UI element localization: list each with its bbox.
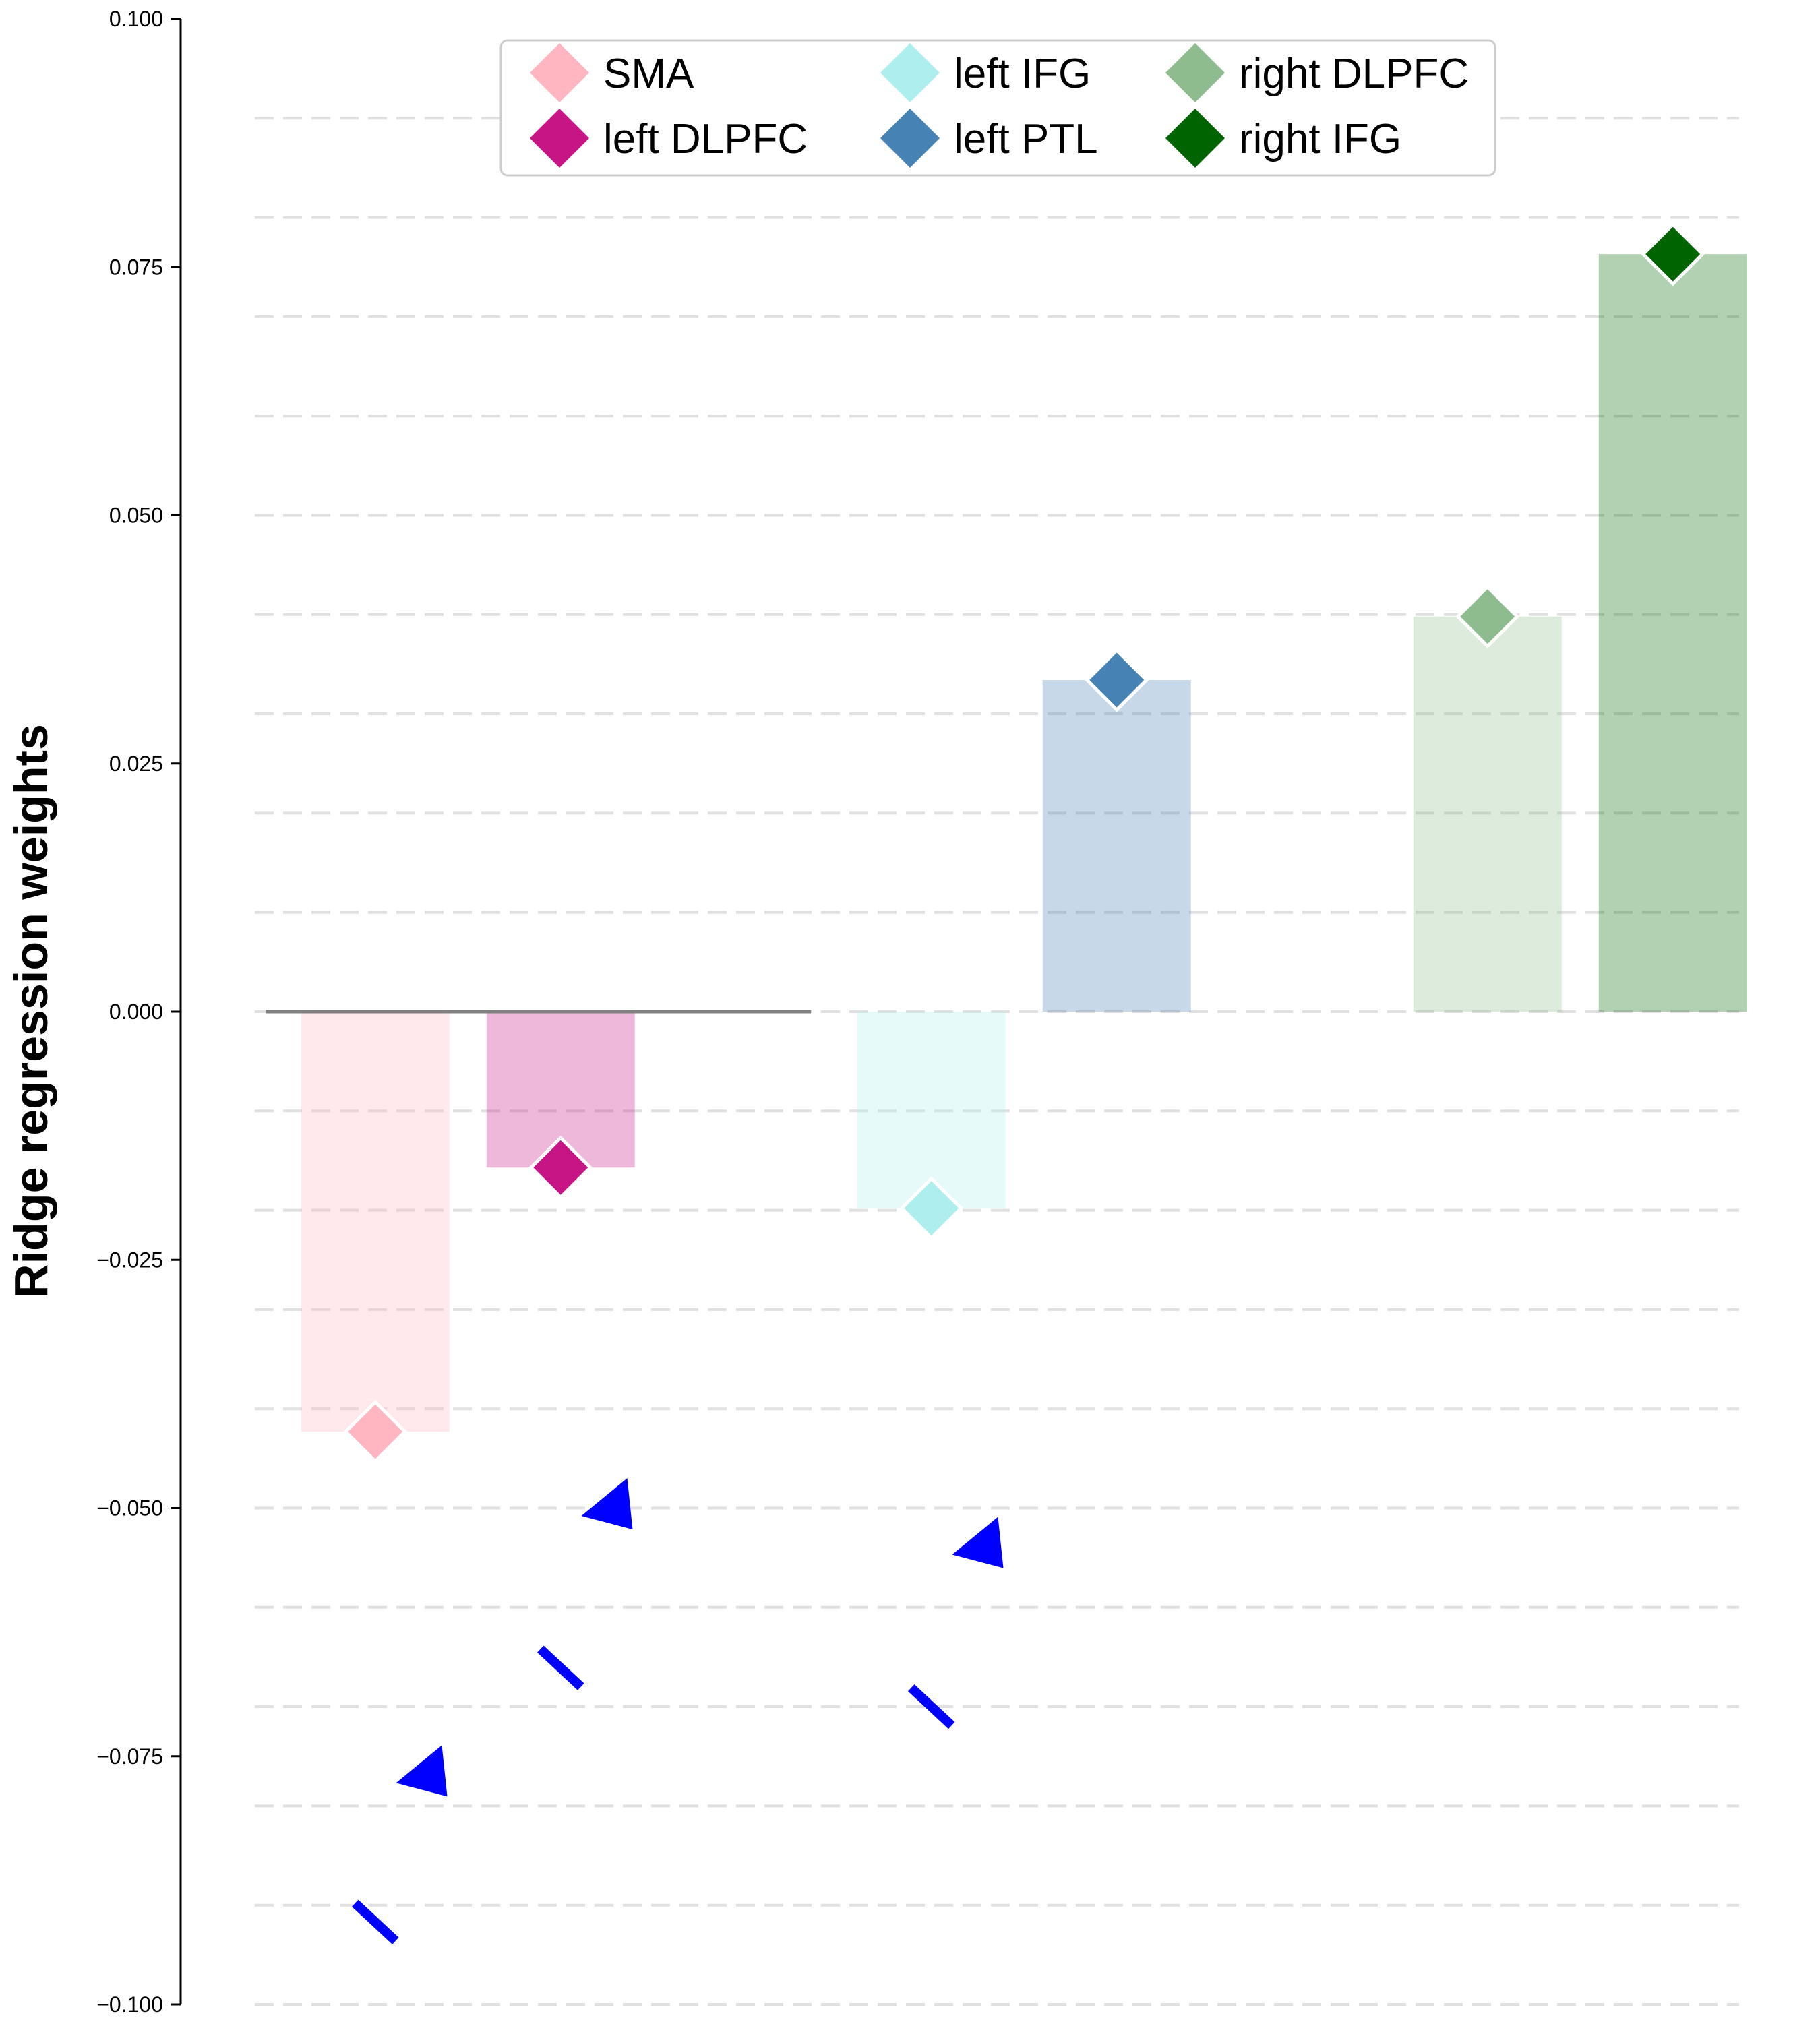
y-tick-label: 0.050 xyxy=(109,503,163,528)
diamond-marker-sma xyxy=(343,1399,408,1464)
legend-label: right DLPFC xyxy=(1239,51,1469,97)
diamond-marker-right-dlpfc xyxy=(1455,584,1520,649)
legend-swatch xyxy=(530,43,589,102)
diamond-marker-left-dlpfc xyxy=(528,1135,593,1200)
legend-label: left DLPFC xyxy=(603,116,808,162)
bar-right-dlpfc xyxy=(1413,616,1562,1012)
triangle-marker xyxy=(581,1478,633,1530)
diamond-marker-left-ptl xyxy=(1085,648,1149,712)
legend-swatch xyxy=(880,43,940,102)
diamond-marker-right-ifg xyxy=(1641,222,1705,286)
bars xyxy=(301,254,1747,1432)
y-tick-label: 0.075 xyxy=(109,255,163,279)
y-tick-label: 0.100 xyxy=(109,7,163,31)
legend-label: right IFG xyxy=(1239,116,1401,162)
legend-box xyxy=(499,39,1496,177)
legend-label: left PTL xyxy=(954,116,1098,162)
y-tick-label: −0.025 xyxy=(96,1248,163,1272)
y-axis: 0.100 0.075 0.050 0.025 0.000 −0.025 −0.050 −0.… xyxy=(96,7,182,2017)
y-tick-label: −0.050 xyxy=(96,1496,163,1521)
dash-marker xyxy=(351,1899,399,1944)
bar-left-ifg xyxy=(857,1012,1006,1208)
legend: SMA left IFG right DLPFC left DLPFC left PTL… xyxy=(499,39,1496,177)
triangle-marker xyxy=(396,1745,448,1797)
dash-marker xyxy=(537,1645,584,1690)
y-tick-label: −0.100 xyxy=(96,1992,163,2017)
bar-sma xyxy=(301,1012,450,1432)
y-tick-label: 0.025 xyxy=(109,752,163,776)
legend-swatch xyxy=(880,109,940,168)
dash-marker xyxy=(907,1684,955,1729)
bar-right-ifg xyxy=(1598,254,1747,1012)
legend-swatch xyxy=(530,109,589,168)
diamond-marker-left-ifg xyxy=(899,1176,964,1241)
legend-label: SMA xyxy=(603,51,694,97)
gridlines xyxy=(255,117,1739,2006)
legend-swatch xyxy=(1165,109,1225,168)
legend-swatch xyxy=(1165,43,1225,102)
bar-left-ptl xyxy=(1042,680,1191,1012)
y-tick-label: −0.075 xyxy=(96,1744,163,1769)
markers xyxy=(343,222,1705,1944)
triangle-marker xyxy=(952,1516,1004,1568)
y-axis-title: Ridge regression weights xyxy=(5,724,57,1298)
y-tick-label: 0.000 xyxy=(109,1000,163,1024)
legend-label: left IFG xyxy=(954,51,1091,97)
